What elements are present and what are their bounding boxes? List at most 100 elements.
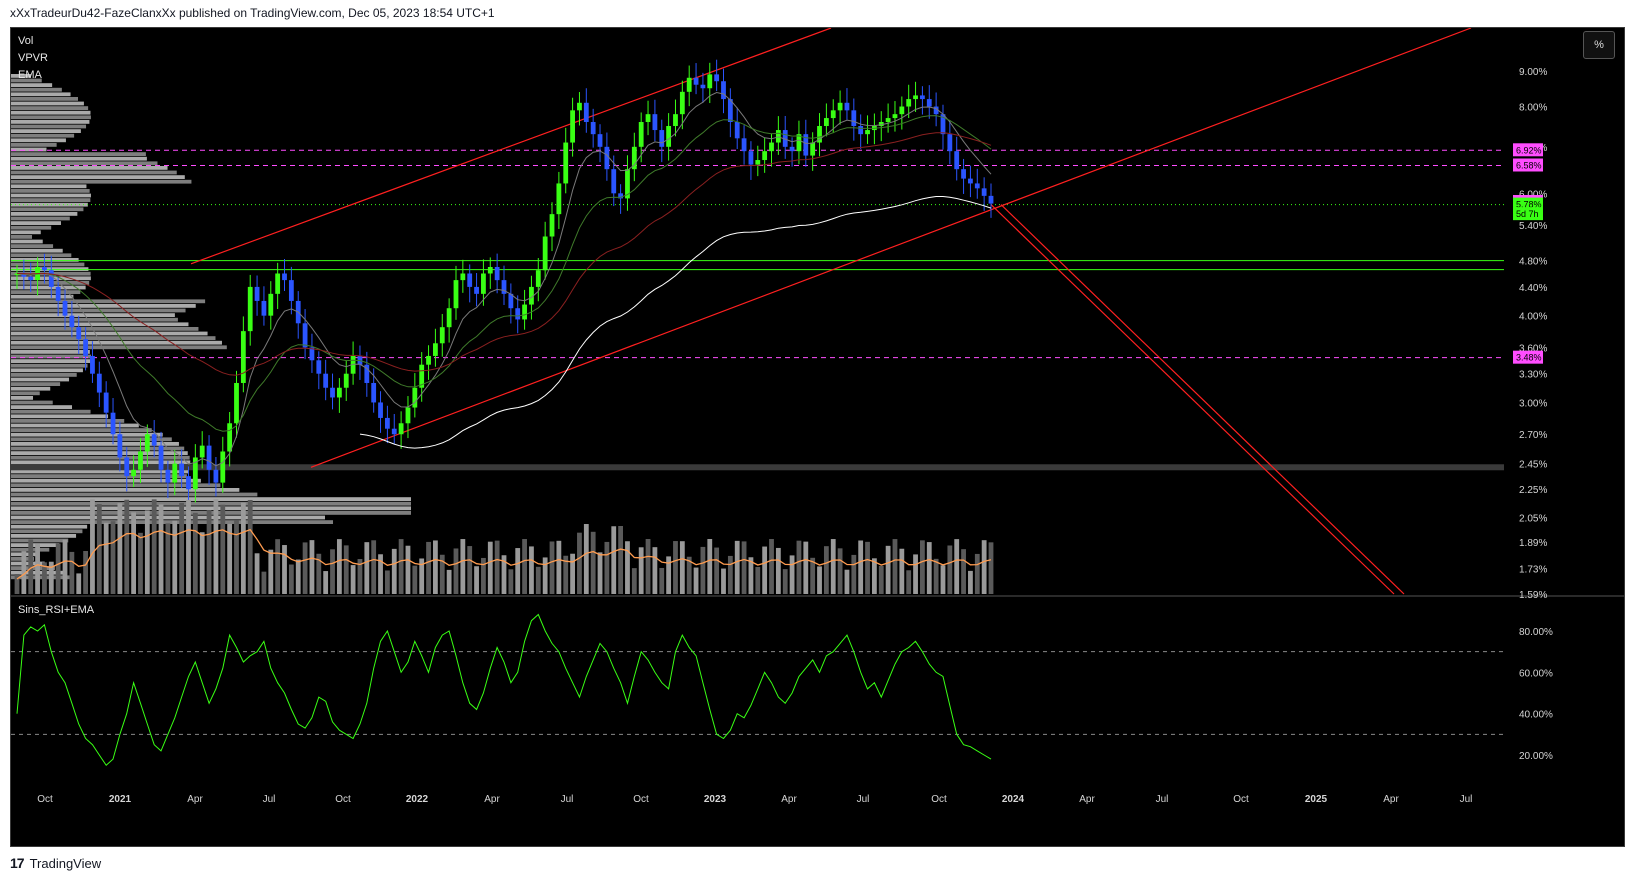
price-axis-label: 8.00% xyxy=(1519,103,1547,114)
price-axis-label: 4.00% xyxy=(1519,312,1547,323)
time-axis-label: Apr xyxy=(187,794,203,805)
candle-body xyxy=(926,99,932,107)
volume-bar xyxy=(227,523,233,594)
candle-body xyxy=(460,273,466,281)
candle-body xyxy=(604,146,610,170)
candle-body xyxy=(830,110,836,119)
rsi-axis-label: 80.00% xyxy=(1519,627,1553,638)
volume-bar xyxy=(892,539,898,594)
volume-bar xyxy=(426,541,431,594)
candle-body xyxy=(974,183,980,189)
volume-bar xyxy=(577,532,582,594)
volume-profile-bar xyxy=(11,285,86,290)
ema-mid-line xyxy=(16,115,992,432)
price-axis-label: 2.70% xyxy=(1519,430,1547,441)
time-axis-label: Apr xyxy=(1079,794,1095,805)
volume-bar xyxy=(21,551,27,594)
candle-body xyxy=(117,434,123,458)
volume-profile-bar xyxy=(11,143,57,147)
volume-bar xyxy=(481,557,486,594)
volume-profile-bar xyxy=(11,239,43,244)
volume-bar xyxy=(247,499,253,594)
volume-profile-bar xyxy=(11,156,147,161)
candle-body xyxy=(803,134,809,156)
volume-profile-bar xyxy=(11,455,190,460)
volume-profile-bar xyxy=(11,377,70,382)
volume-bar xyxy=(844,569,850,594)
volume-bar xyxy=(282,545,287,594)
volume-bar xyxy=(234,520,239,594)
volume-profile-bar xyxy=(11,115,91,120)
ema-white-line xyxy=(359,196,992,449)
candle-body xyxy=(151,434,157,446)
candle-body xyxy=(247,286,253,332)
candle-body xyxy=(700,84,706,89)
volume-bar xyxy=(604,541,610,594)
volume-profile-bar xyxy=(11,405,73,409)
volume-profile-bar xyxy=(11,207,84,212)
price-axis-label: 9.00% xyxy=(1519,67,1547,78)
volume-bar xyxy=(302,542,308,594)
candle-body xyxy=(659,130,665,147)
price-axis-label: 3.60% xyxy=(1519,343,1547,354)
price-axis-label: 6.00% xyxy=(1519,189,1547,200)
chart-canvas[interactable]: 9.00%8.00%7.00%6.00%5.40%4.80%4.40%4.00%… xyxy=(11,28,1624,846)
candle-body xyxy=(192,457,198,490)
candle-body xyxy=(371,382,377,403)
candle-body xyxy=(522,304,527,320)
volume-bar xyxy=(35,543,40,594)
percent-scale-button[interactable]: % xyxy=(1583,31,1615,59)
volume-bar xyxy=(131,512,137,594)
candle-body xyxy=(961,169,966,179)
candle-body xyxy=(858,126,864,135)
volume-profile-bar xyxy=(11,363,88,368)
volume-profile-bar xyxy=(11,184,87,189)
price-tag-label: 3.48% xyxy=(1516,353,1542,363)
volume-bar xyxy=(522,539,527,594)
volume-bar xyxy=(721,568,726,594)
candle-body xyxy=(885,118,891,123)
candle-body xyxy=(529,286,534,305)
candle-body xyxy=(865,130,870,135)
volume-profile-bar xyxy=(11,230,41,235)
volume-profile-bar xyxy=(11,382,61,386)
candle-body xyxy=(679,91,685,115)
candle-body xyxy=(144,434,150,452)
chart-panel[interactable]: 9.00%8.00%7.00%6.00%5.40%4.80%4.40%4.00%… xyxy=(10,27,1625,847)
legend-vpvr[interactable]: VPVR xyxy=(18,52,48,64)
candle-body xyxy=(954,151,960,170)
volume-profile-bar xyxy=(11,78,42,83)
price-tag-label: 5d 7h xyxy=(1516,209,1539,219)
candle-body xyxy=(563,142,569,184)
volume-profile-bar xyxy=(11,497,411,501)
volume-profile-bar xyxy=(11,299,206,304)
legend-vol[interactable]: Vol xyxy=(18,35,34,47)
candle-body xyxy=(55,286,61,301)
volume-profile-bar xyxy=(11,419,125,423)
volume-profile-bar xyxy=(11,432,163,437)
volume-profile-bar xyxy=(11,235,33,239)
volume-bar xyxy=(179,502,185,594)
candle-body xyxy=(62,300,68,316)
candle-body xyxy=(769,142,774,152)
volume-bar xyxy=(83,551,88,594)
rsi-axis-label: 40.00% xyxy=(1519,710,1553,721)
volume-profile-bar xyxy=(11,492,258,497)
price-tag-box xyxy=(1513,143,1543,157)
candle-body xyxy=(693,77,699,85)
candle-body xyxy=(741,138,747,152)
candle-body xyxy=(645,114,651,123)
price-axis-label: 4.80% xyxy=(1519,257,1547,268)
volume-profile-bar xyxy=(11,317,178,322)
rsi-legend[interactable]: Sins_RSI+EMA xyxy=(18,604,95,616)
volume-profile-bar xyxy=(11,386,51,391)
volume-profile-bar xyxy=(11,359,91,363)
candle-body xyxy=(103,392,109,413)
price-axis-label: 1.73% xyxy=(1519,565,1547,576)
time-axis-label: Jul xyxy=(561,794,574,805)
volume-bar xyxy=(487,541,493,594)
volume-bar xyxy=(124,499,130,594)
legend-ema[interactable]: EMA xyxy=(18,69,42,81)
volume-bar xyxy=(268,549,274,594)
time-axis-label: 2024 xyxy=(1002,794,1025,805)
